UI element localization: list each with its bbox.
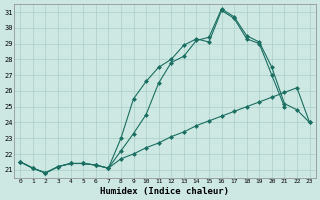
X-axis label: Humidex (Indice chaleur): Humidex (Indice chaleur) — [100, 187, 229, 196]
